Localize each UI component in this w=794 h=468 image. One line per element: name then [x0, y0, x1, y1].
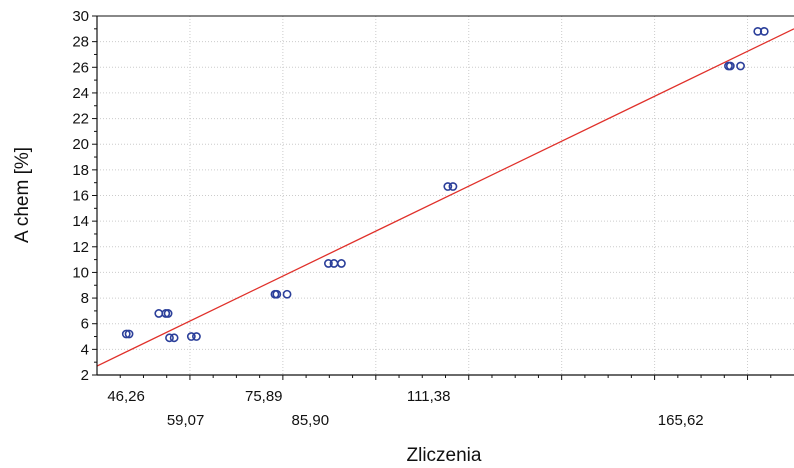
x-tick-label: 165,62 — [658, 412, 704, 429]
data-point — [165, 333, 174, 343]
data-point — [154, 309, 164, 318]
y-tick-label: 18 — [72, 162, 89, 179]
y-tick-label: 4 — [81, 341, 89, 358]
y-tick-label: 2 — [81, 367, 89, 384]
x-tick-label: 59,07 — [167, 412, 205, 429]
fit-line-group — [96, 28, 794, 367]
y-tick-label: 14 — [72, 213, 89, 230]
tick-labels: 2468101214161820222426283046,2659,0775,8… — [72, 8, 703, 429]
x-axis-title: Zliczenia — [407, 445, 482, 466]
data-point — [124, 329, 134, 339]
data-point — [337, 259, 346, 268]
data-point — [725, 61, 735, 71]
y-tick-label: 22 — [72, 111, 89, 128]
y-tick-label: 30 — [72, 8, 89, 25]
y-tick-label: 24 — [72, 85, 89, 102]
data-point — [163, 309, 173, 318]
grid — [97, 16, 794, 375]
points — [121, 26, 769, 343]
data-point — [169, 333, 179, 343]
y-tick-label: 16 — [72, 188, 89, 205]
y-tick-label: 28 — [72, 34, 89, 51]
data-point — [759, 26, 769, 36]
y-tick-label: 26 — [72, 59, 89, 76]
data-point — [121, 329, 131, 339]
data-point — [448, 182, 458, 191]
data-point — [272, 289, 282, 299]
x-tick-label: 75,89 — [245, 388, 283, 405]
data-point — [186, 332, 196, 341]
y-tick-label: 10 — [72, 264, 89, 281]
axes — [92, 15, 794, 380]
y-tick-label: 20 — [72, 136, 89, 153]
y-tick-label: 8 — [81, 290, 89, 307]
data-point — [324, 259, 333, 268]
data-point — [443, 182, 453, 191]
x-tick-label: 85,90 — [292, 412, 330, 429]
data-point — [736, 61, 745, 71]
y-tick-label: 12 — [72, 239, 89, 256]
x-tick-label: 111,38 — [407, 388, 451, 405]
y-axis-title: A chem [%] — [12, 147, 33, 243]
x-tick-label: 46,26 — [107, 388, 145, 405]
data-point — [282, 289, 292, 299]
data-point — [192, 332, 201, 341]
regression-line — [96, 28, 794, 367]
y-tick-label: 6 — [81, 316, 89, 333]
